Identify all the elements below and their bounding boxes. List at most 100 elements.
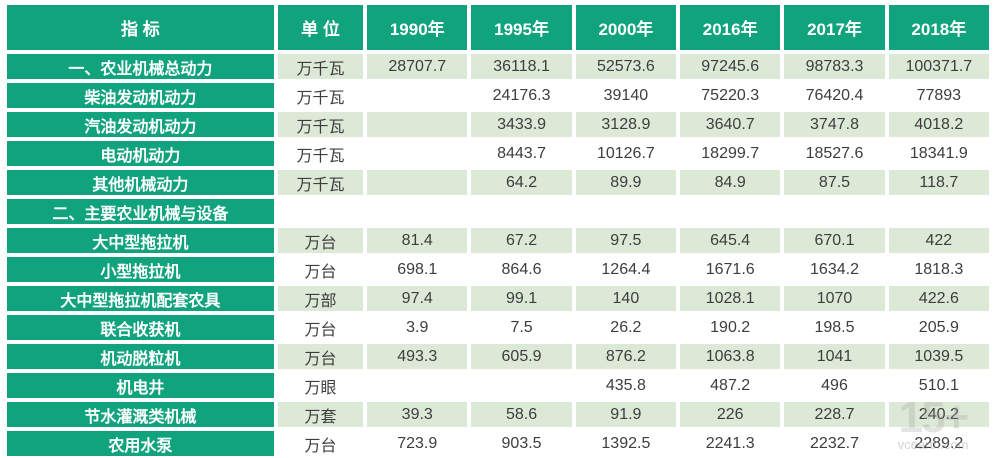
- table-row: 柴油发动机动力 万千瓦 24176.3 39140 75220.3 76420.4 7789…: [7, 83, 989, 108]
- value-cell: 226: [680, 402, 781, 427]
- value-cell: [784, 199, 885, 224]
- value-cell: 723.9: [367, 431, 468, 456]
- value-cell: 1264.4: [575, 257, 677, 282]
- indicator-cell: 农用水泵: [7, 431, 274, 456]
- value-cell: 876.2: [575, 344, 677, 369]
- value-cell: [471, 199, 572, 224]
- value-cell: 670.1: [784, 228, 885, 253]
- value-cell: 140: [575, 286, 677, 311]
- value-cell: 10126.7: [575, 141, 677, 166]
- table-row: 电动机动力 万千瓦 8443.7 10126.7 18299.7 18527.6 18341…: [7, 141, 989, 166]
- value-cell: 3433.9: [471, 112, 572, 137]
- table-row: 其他机械动力 万千瓦 64.2 89.9 84.9 87.5 118.7: [7, 170, 989, 195]
- unit-cell: 万台: [277, 228, 364, 253]
- value-cell: 698.1: [367, 257, 468, 282]
- value-cell: 100371.7: [888, 54, 989, 79]
- value-cell: 1671.6: [680, 257, 781, 282]
- value-cell: 91.9: [575, 402, 677, 427]
- table-row: 联合收获机 万台 3.9 7.5 26.2 190.2 198.5 205.9: [7, 315, 989, 340]
- header-row: 指 标单 位 1990年 1995年 2000年 2016年 2017年 2018年: [7, 5, 989, 50]
- value-cell: 87.5: [784, 170, 885, 195]
- value-cell: 2241.3: [680, 431, 781, 456]
- value-cell: 118.7: [888, 170, 989, 195]
- value-cell: 18527.6: [784, 141, 885, 166]
- value-cell: 39140: [575, 83, 677, 108]
- value-cell: [367, 112, 468, 137]
- agri-machinery-table: 指 标单 位 1990年 1995年 2000年 2016年 2017年 2018年 一、农…: [3, 1, 993, 458]
- value-cell: 84.9: [680, 170, 781, 195]
- unit-cell: 万千瓦: [277, 54, 364, 79]
- value-cell: 36118.1: [471, 54, 572, 79]
- unit-cell: 万千瓦: [277, 112, 364, 137]
- table-row: 机动脱粒机 万台 493.3 605.9 876.2 1063.8 1041 1039.5: [7, 344, 989, 369]
- value-cell: 510.1: [888, 373, 989, 398]
- column-header-4: 2000年: [575, 5, 677, 50]
- value-cell: 98783.3: [784, 54, 885, 79]
- value-cell: [367, 170, 468, 195]
- unit-cell: 万千瓦: [277, 141, 364, 166]
- indicator-cell: 小型拖拉机: [7, 257, 274, 282]
- value-cell: 28707.7: [367, 54, 468, 79]
- value-cell: 3.9: [367, 315, 468, 340]
- value-cell: 64.2: [471, 170, 572, 195]
- table-row: 大中型拖拉机 万台 81.4 67.2 97.5 645.4 670.1 422: [7, 228, 989, 253]
- value-cell: 1028.1: [680, 286, 781, 311]
- value-cell: 864.6: [471, 257, 572, 282]
- value-cell: 496: [784, 373, 885, 398]
- indicator-cell: 其他机械动力: [7, 170, 274, 195]
- value-cell: 8443.7: [471, 141, 572, 166]
- column-header-2: 1990年: [367, 5, 468, 50]
- table-row: 一、农业机械总动力 万千瓦 28707.7 36118.1 52573.6 97245.6…: [7, 54, 989, 79]
- value-cell: 97245.6: [680, 54, 781, 79]
- unit-cell: [277, 199, 364, 224]
- value-cell: 39.3: [367, 402, 468, 427]
- column-header-6: 2017年: [784, 5, 885, 50]
- value-cell: 18341.9: [888, 141, 989, 166]
- value-cell: 99.1: [471, 286, 572, 311]
- value-cell: 240.2: [888, 402, 989, 427]
- table-row: 节水灌溉类机械 万套 39.3 58.6 91.9 226 228.7 240.2: [7, 402, 989, 427]
- value-cell: 2289.2: [888, 431, 989, 456]
- value-cell: 422: [888, 228, 989, 253]
- table-row: 小型拖拉机 万台 698.1 864.6 1264.4 1671.6 1634.2 1818.…: [7, 257, 989, 282]
- table-body: 一、农业机械总动力 万千瓦 28707.7 36118.1 52573.6 97245.6…: [7, 54, 989, 456]
- value-cell: 645.4: [680, 228, 781, 253]
- table-row: 大中型拖拉机配套农具 万部 97.4 99.1 140 1028.1 1070 422.6: [7, 286, 989, 311]
- value-cell: [367, 199, 468, 224]
- unit-cell: 万台: [277, 257, 364, 282]
- value-cell: 605.9: [471, 344, 572, 369]
- value-cell: 7.5: [471, 315, 572, 340]
- value-cell: 1392.5: [575, 431, 677, 456]
- indicator-cell: 二、主要农业机械与设备: [7, 199, 274, 224]
- value-cell: 97.5: [575, 228, 677, 253]
- unit-cell: 万套: [277, 402, 364, 427]
- indicator-cell: 柴油发动机动力: [7, 83, 274, 108]
- value-cell: 97.4: [367, 286, 468, 311]
- value-cell: 58.6: [471, 402, 572, 427]
- indicator-cell: 电动机动力: [7, 141, 274, 166]
- value-cell: 3640.7: [680, 112, 781, 137]
- value-cell: 435.8: [575, 373, 677, 398]
- column-header-1: 单 位: [277, 5, 364, 50]
- indicator-cell: 机电井: [7, 373, 274, 398]
- value-cell: 3128.9: [575, 112, 677, 137]
- value-cell: 1070: [784, 286, 885, 311]
- column-header-3: 1995年: [471, 5, 572, 50]
- unit-cell: 万台: [277, 315, 364, 340]
- unit-cell: 万眼: [277, 373, 364, 398]
- value-cell: 1063.8: [680, 344, 781, 369]
- unit-cell: 万千瓦: [277, 83, 364, 108]
- column-header-5: 2016年: [680, 5, 781, 50]
- value-cell: 76420.4: [784, 83, 885, 108]
- value-cell: 1634.2: [784, 257, 885, 282]
- indicator-cell: 大中型拖拉机配套农具: [7, 286, 274, 311]
- value-cell: 903.5: [471, 431, 572, 456]
- table-header: 指 标单 位 1990年 1995年 2000年 2016年 2017年 2018年: [7, 5, 989, 50]
- value-cell: 26.2: [575, 315, 677, 340]
- indicator-cell: 大中型拖拉机: [7, 228, 274, 253]
- value-cell: 81.4: [367, 228, 468, 253]
- indicator-cell: 一、农业机械总动力: [7, 54, 274, 79]
- value-cell: 75220.3: [680, 83, 781, 108]
- value-cell: 2232.7: [784, 431, 885, 456]
